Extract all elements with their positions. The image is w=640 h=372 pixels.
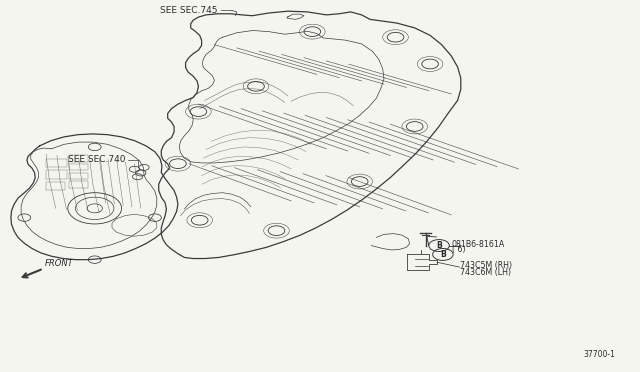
Text: ( 6): ( 6) <box>452 246 465 254</box>
Text: SEE SEC.745: SEE SEC.745 <box>160 6 218 15</box>
Text: SEE SEC.740: SEE SEC.740 <box>68 155 125 164</box>
Text: B: B <box>440 250 445 259</box>
Text: 37700-1: 37700-1 <box>584 350 616 359</box>
Text: 081B6-8161A: 081B6-8161A <box>452 240 505 248</box>
Text: FRONT: FRONT <box>45 259 74 268</box>
Text: 743C5M (RH): 743C5M (RH) <box>460 262 511 270</box>
Text: 743C6M (LH): 743C6M (LH) <box>460 268 511 277</box>
Text: B: B <box>436 241 442 250</box>
